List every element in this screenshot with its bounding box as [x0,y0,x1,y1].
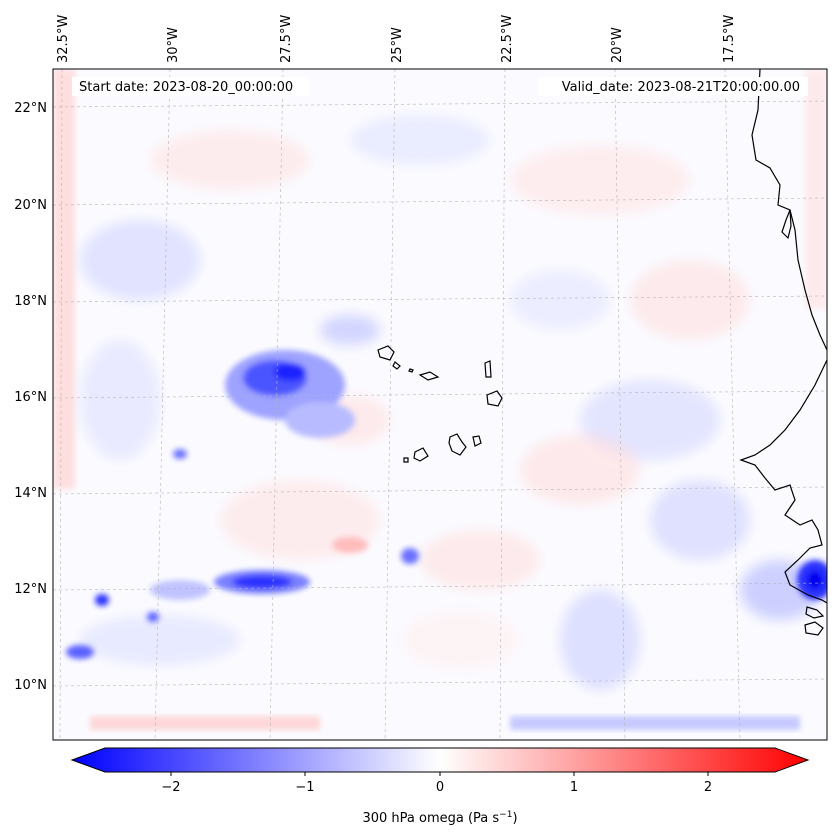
colorbar-label: 300 hPa omega (Pa s−1) [362,810,517,826]
valid-date-label: Valid_date: 2023-08-21T20:00:00.00 [562,80,800,95]
colorbar-tick: 2 [704,780,712,795]
lat-label: 20°N [14,198,47,213]
colorbar-bar [70,747,810,773]
omega-field [53,69,827,730]
map-frame [52,68,828,741]
start-date-label: Start date: 2023-08-20_00:00:00 [79,80,293,95]
colorbar-tick: 0 [436,780,444,795]
lon-label: 30°W [166,27,181,63]
lat-labels: 22°N 20°N 18°N 16°N 14°N 12°N 10°N [14,101,47,693]
map-panel: Start date: 2023-08-20_00:00:00 Valid_da… [53,69,827,740]
lat-label: 14°N [14,486,47,501]
colorbar-tick: 1 [570,780,578,795]
lat-label: 18°N [14,294,47,309]
lon-label: 25°W [390,27,405,63]
lon-label: 17.5°W [722,15,737,63]
lon-label: 22.5°W [500,15,515,63]
lon-label: 20°W [610,27,625,63]
valid-date-box [538,77,808,96]
lon-label: 32.5°W [56,15,71,63]
lon-labels: 32.5°W 30°W 27.5°W 25°W 22.5°W 20°W 17.5… [56,15,737,63]
start-date-box [72,77,309,96]
lat-label: 10°N [14,678,47,693]
lat-label: 12°N [14,582,47,597]
coastlines [377,69,827,636]
lat-label: 22°N [14,101,47,116]
graticule [53,69,827,740]
lon-label: 27.5°W [279,15,294,63]
lat-label: 16°N [14,390,47,405]
colorbar: −2 −1 0 1 2 300 hPa omega (Pa s−1) [70,747,810,826]
colorbar-tick: −2 [161,780,180,795]
colorbar-tick: −1 [295,780,314,795]
